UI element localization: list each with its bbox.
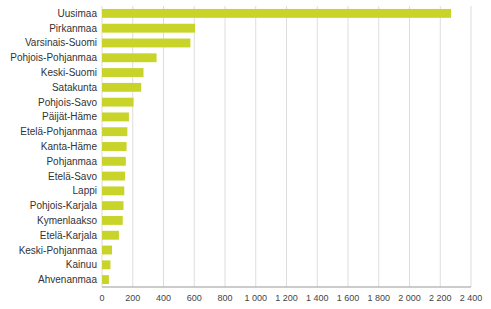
y-tick-label: Etelä-Savo bbox=[48, 171, 97, 182]
y-tick-label: Pirkanmaa bbox=[49, 23, 97, 34]
y-tick-label: Uusimaa bbox=[58, 8, 98, 19]
grid-line bbox=[440, 6, 441, 287]
x-tick-label: 1 000 bbox=[244, 293, 267, 303]
bar bbox=[102, 201, 124, 210]
bar bbox=[102, 275, 109, 284]
grid-line bbox=[378, 6, 379, 287]
bar bbox=[102, 98, 134, 107]
bar bbox=[102, 39, 190, 48]
y-tick-label: Pohjanmaa bbox=[46, 156, 97, 167]
x-tick-label: 1 800 bbox=[367, 293, 390, 303]
chart-container: 0 200 400 600 800 1 000 1 200 1 400 1 600 1 800 2 … bbox=[0, 0, 491, 309]
grid-line bbox=[348, 6, 349, 287]
x-tick-label: 800 bbox=[217, 293, 232, 303]
y-tick-label: Etelä-Karjala bbox=[40, 230, 98, 241]
grid-line bbox=[194, 6, 195, 287]
bar bbox=[102, 260, 110, 269]
bar bbox=[102, 9, 451, 18]
y-ticks: Ahvenanmaa Kainuu Keski-Pohjanmaa Etelä-Kar… bbox=[10, 8, 97, 285]
bar bbox=[102, 157, 126, 166]
grid-line bbox=[163, 6, 164, 287]
grid bbox=[102, 6, 471, 287]
x-tick-label: 1 600 bbox=[337, 293, 360, 303]
y-tick-label: Kymenlaakso bbox=[37, 215, 97, 226]
grid-line bbox=[409, 6, 410, 287]
x-tick-label: 2 000 bbox=[398, 293, 421, 303]
y-tick-label: Päijät-Häme bbox=[42, 111, 97, 122]
y-tick-label: Kanta-Häme bbox=[41, 141, 98, 152]
y-tick-label: Etelä-Pohjanmaa bbox=[20, 126, 97, 137]
x-tick-label: 1 400 bbox=[306, 293, 329, 303]
bar bbox=[102, 24, 195, 33]
y-tick-label: Kainuu bbox=[66, 259, 97, 270]
bars bbox=[102, 9, 451, 284]
bar bbox=[102, 83, 141, 92]
y-tick-label: Pohjois-Savo bbox=[38, 97, 97, 108]
x-tick-label: 2 400 bbox=[460, 293, 483, 303]
x-tick-label: 0 bbox=[99, 293, 104, 303]
y-tick-label: Varsinais-Suomi bbox=[25, 37, 97, 48]
y-tick-label: Pohjois-Karjala bbox=[30, 200, 98, 211]
bar bbox=[102, 142, 127, 151]
x-ticks: 0 200 400 600 800 1 000 1 200 1 400 1 600 1 800 2 … bbox=[99, 293, 482, 303]
y-tick-label: Pohjois-Pohjanmaa bbox=[10, 52, 97, 63]
bar bbox=[102, 231, 119, 240]
bar bbox=[102, 68, 144, 77]
bar bbox=[102, 172, 125, 181]
bar bbox=[102, 246, 112, 255]
x-axis-line bbox=[102, 287, 471, 288]
bar bbox=[102, 186, 124, 195]
grid-line bbox=[255, 6, 256, 287]
y-tick-label: Lappi bbox=[73, 185, 97, 196]
grid-line bbox=[471, 6, 472, 287]
bar bbox=[102, 112, 129, 121]
x-tick-label: 1 200 bbox=[275, 293, 298, 303]
grid-line bbox=[225, 6, 226, 287]
bar bbox=[102, 127, 127, 136]
x-tick-label: 200 bbox=[125, 293, 140, 303]
grid-line bbox=[286, 6, 287, 287]
grid-line bbox=[132, 6, 133, 287]
y-tick-label: Satakunta bbox=[52, 82, 97, 93]
y-tick-label: Keski-Pohjanmaa bbox=[19, 245, 98, 256]
grid-line bbox=[317, 6, 318, 287]
x-tick-label: 600 bbox=[187, 293, 202, 303]
y-tick-label: Keski-Suomi bbox=[41, 67, 97, 78]
chart-svg: 0 200 400 600 800 1 000 1 200 1 400 1 600 1 800 2 … bbox=[0, 0, 491, 309]
y-tick-label: Ahvenanmaa bbox=[38, 274, 97, 285]
bar bbox=[102, 216, 123, 225]
x-tick-label: 2 200 bbox=[429, 293, 452, 303]
x-tick-label: 400 bbox=[156, 293, 171, 303]
bar bbox=[102, 53, 157, 62]
